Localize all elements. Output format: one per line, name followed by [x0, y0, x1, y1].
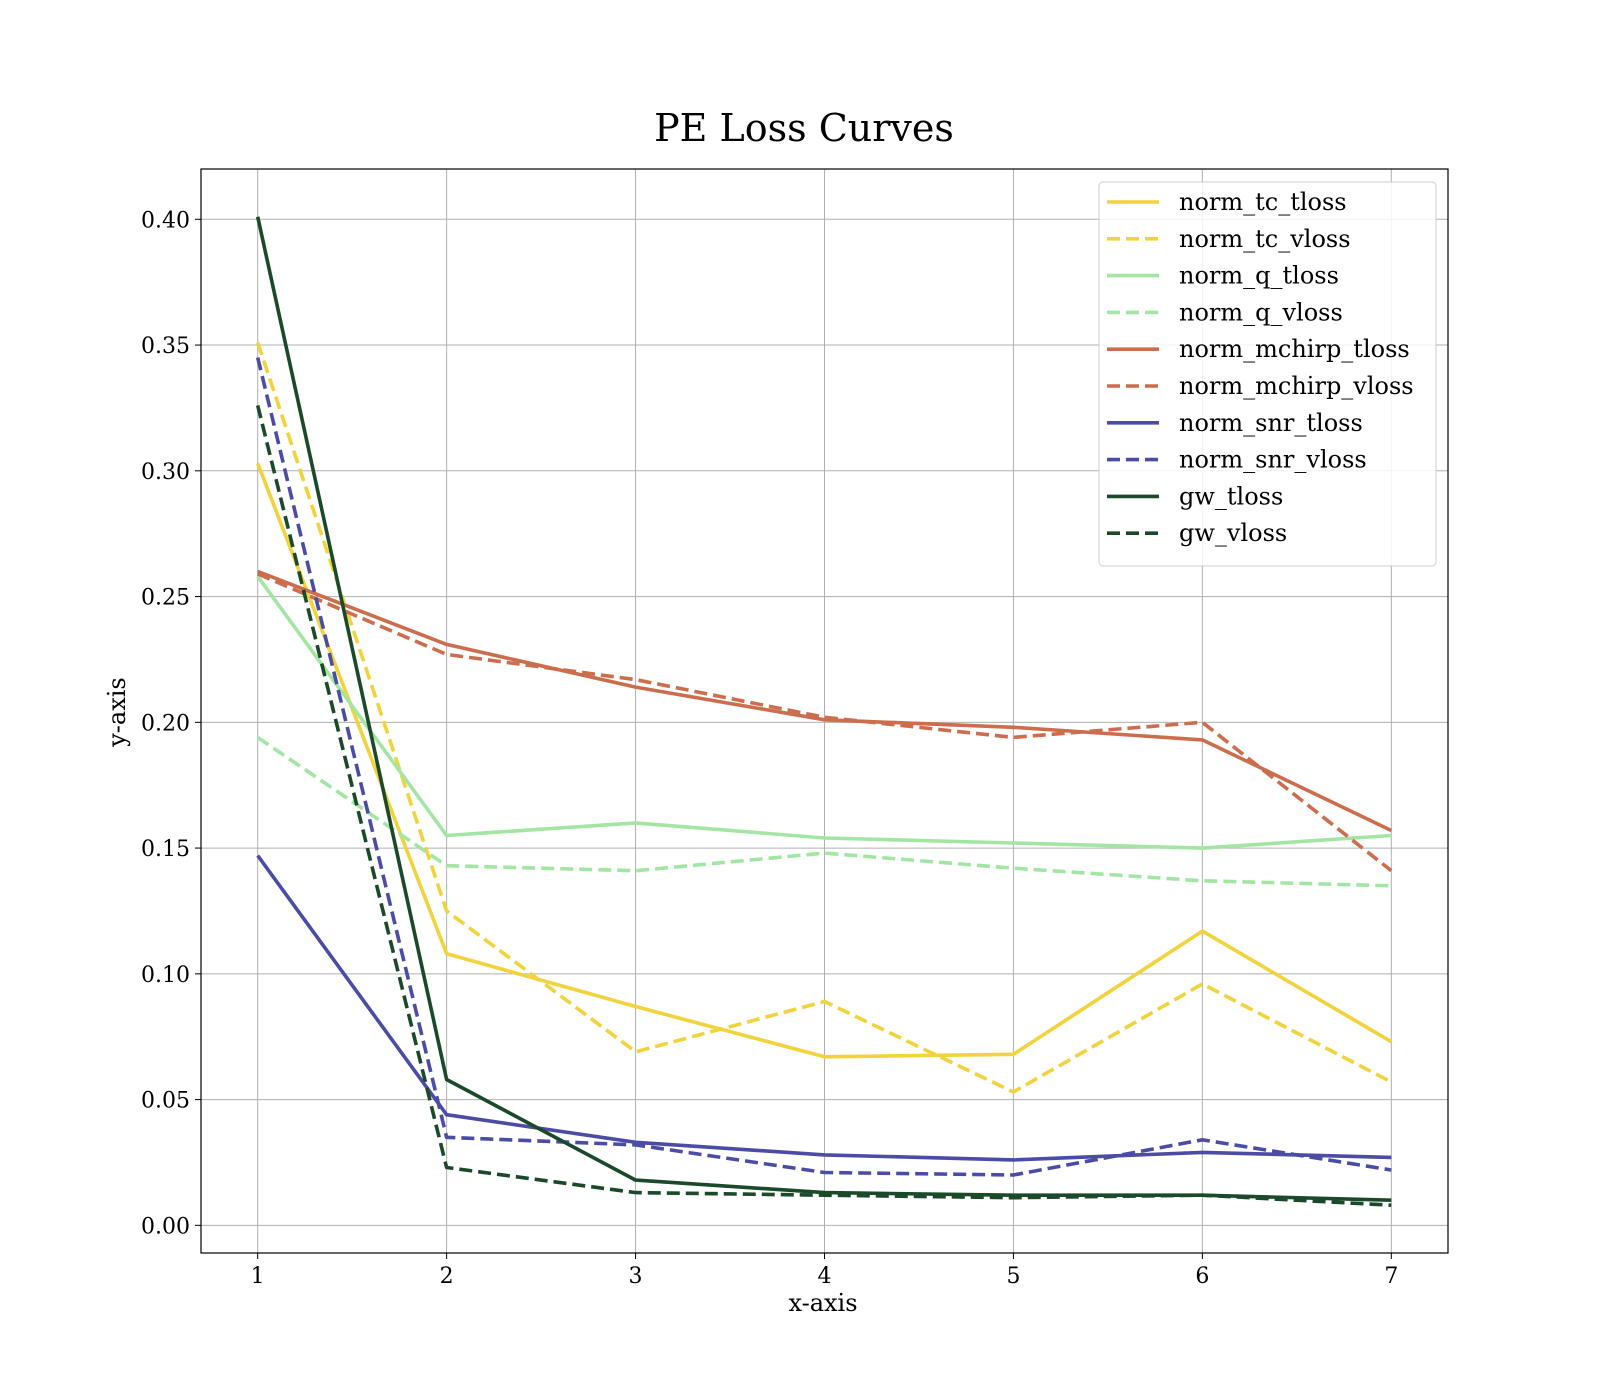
x-tick-label: 4: [818, 1264, 832, 1289]
y-tick-label: 0.25: [141, 586, 190, 611]
y-tick-label: 0.35: [141, 334, 190, 359]
series-line-gw-vloss: [255, 404, 1392, 1207]
y-axis-label: y-axis: [103, 677, 131, 748]
x-tick-label: 1: [251, 1264, 265, 1289]
y-tick-label: 0.15: [141, 837, 190, 862]
x-tick-label: 7: [1384, 1264, 1398, 1289]
axis-ticks: 1 2 3 4 5 6 7 0.00 0.05 0.10 0.15 0.20 0.25 0.30 0.35 0…: [141, 208, 1398, 1289]
legend-label: gw_tloss: [1179, 482, 1283, 510]
y-tick-label: 0.10: [141, 963, 190, 988]
series-line-norm-q-tloss: [256, 575, 1392, 850]
series-line-norm-snr-tloss: [256, 854, 1392, 1162]
y-tick-label: 0.00: [141, 1214, 190, 1239]
legend-label: norm_mchirp_tloss: [1179, 335, 1410, 363]
y-tick-label: 0.40: [141, 208, 190, 233]
x-axis-label: x-axis: [788, 1289, 857, 1317]
y-tick-label: 0.30: [141, 460, 190, 485]
plot-frame: [200, 168, 1449, 1254]
x-tick-label: 2: [440, 1264, 454, 1289]
series-line-norm-tc-tloss: [256, 462, 1393, 1059]
legend-label: norm_q_vloss: [1179, 298, 1343, 326]
x-tick-label: 6: [1195, 1264, 1209, 1289]
y-tick-label: 0.05: [141, 1089, 190, 1114]
series-line-norm-q-vloss: [256, 735, 1392, 888]
legend-label: norm_snr_vloss: [1179, 446, 1367, 474]
grid-lines: [201, 169, 1448, 1253]
chart-title: PE Loss Curves: [654, 106, 954, 150]
series-line-norm-snr-vloss: [255, 357, 1392, 1177]
x-tick-label: 5: [1006, 1264, 1020, 1289]
series-line-norm-tc-vloss: [255, 341, 1393, 1094]
legend-box: [1098, 181, 1437, 567]
y-tick-label: 0.20: [141, 711, 190, 736]
legend-label: norm_snr_tloss: [1179, 409, 1363, 437]
series-lines: [255, 216, 1393, 1207]
x-tick-label: 3: [629, 1264, 643, 1289]
series-line-norm-mchirp-tloss: [257, 569, 1393, 833]
legend: norm_tc_tloss norm_tc_vloss norm_q_tlossno…: [1098, 181, 1437, 567]
legend-label: norm_tc_tloss: [1179, 188, 1347, 216]
legend-label: gw_vloss: [1179, 519, 1287, 547]
legend-label: norm_mchirp_vloss: [1179, 372, 1414, 400]
legend-label: norm_tc_vloss: [1179, 225, 1351, 253]
legend-label: norm_q_tloss: [1179, 262, 1339, 290]
